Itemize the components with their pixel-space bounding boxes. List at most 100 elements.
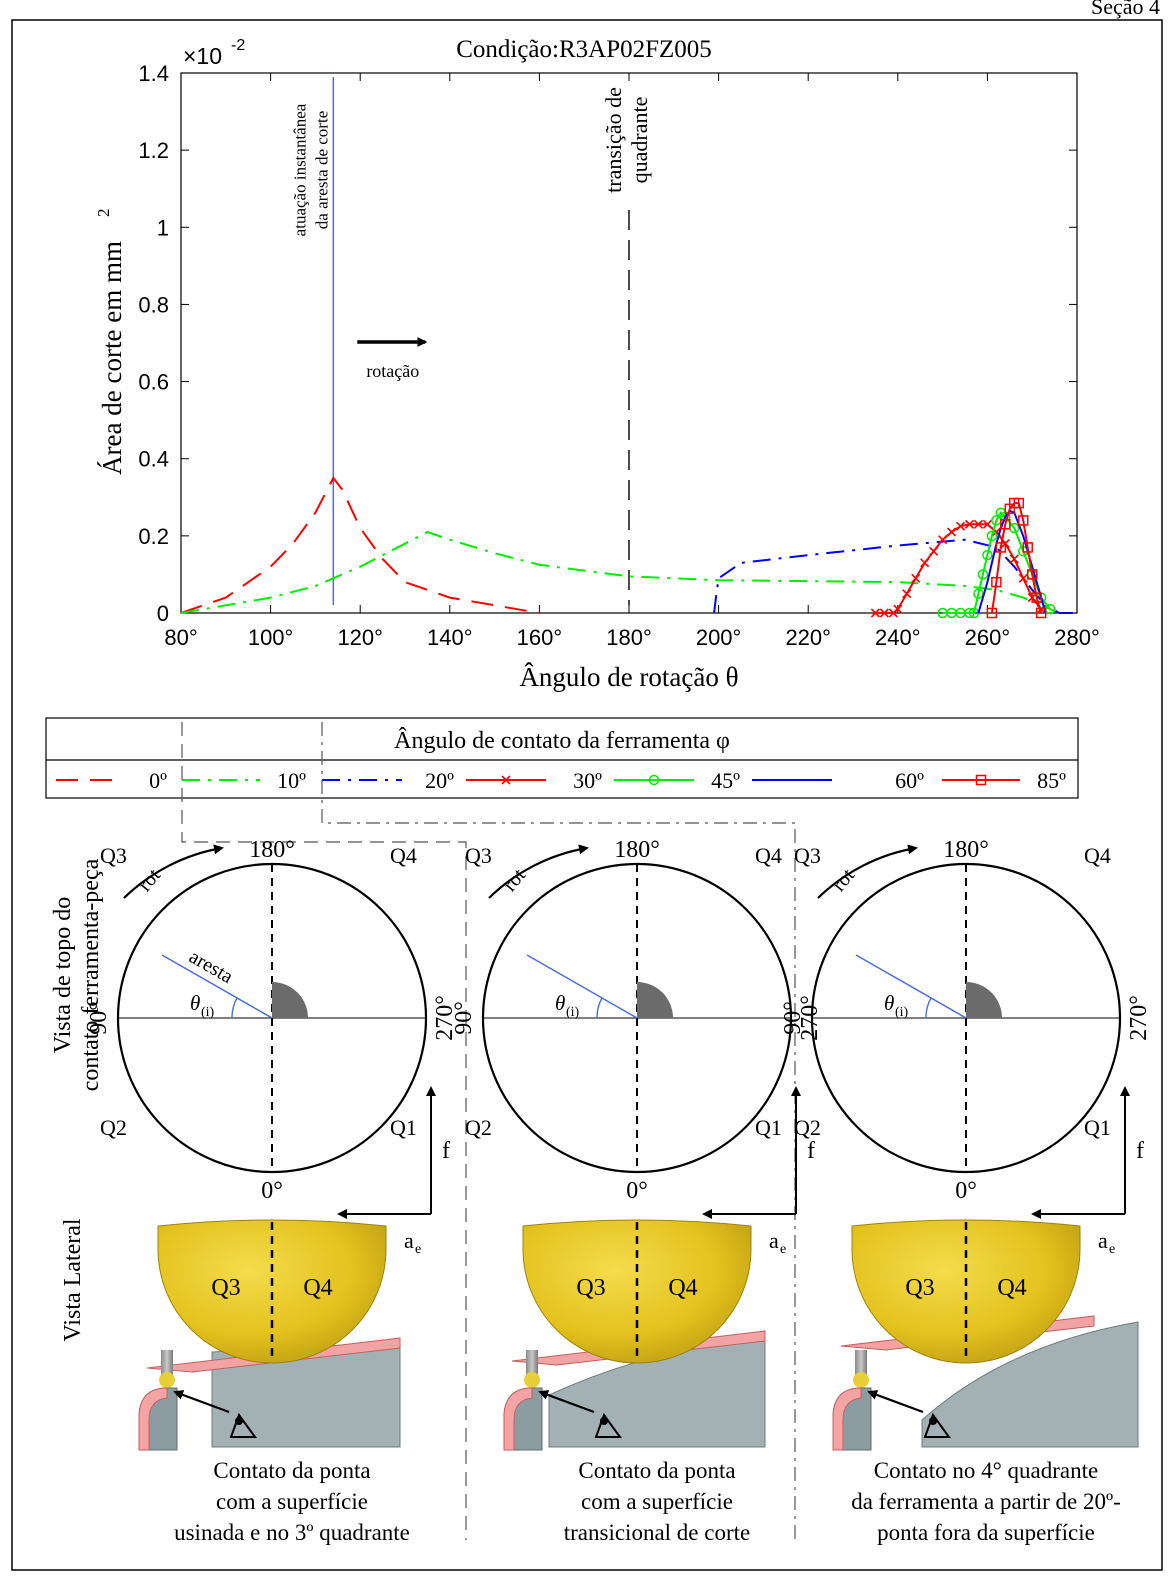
x-tick-label: 100° <box>248 625 294 650</box>
tool-ball <box>522 1219 752 1364</box>
quadrant-q4: Q4 <box>390 843 417 868</box>
theta-label-sub: (i) <box>895 1005 909 1020</box>
theta-arc <box>596 997 603 1019</box>
series-point <box>870 608 880 618</box>
series-point <box>946 527 957 537</box>
quadrant-line-label-line1: transição de <box>601 87 626 193</box>
feed-label: f <box>442 1138 450 1164</box>
legend-entry: 30º <box>466 768 602 793</box>
series-point <box>1022 542 1033 553</box>
x-tick-label: 80° <box>164 625 197 650</box>
series-line <box>942 511 1051 614</box>
side-label-q3: Q3 <box>211 1275 240 1301</box>
quadrant-q1: Q1 <box>1084 1115 1111 1140</box>
series-point <box>1035 607 1047 619</box>
edge-line-label-line2: da aresta de corte <box>312 111 331 229</box>
eye-icon-pupil <box>929 1417 937 1425</box>
feed-label: f <box>1136 1138 1144 1164</box>
series-point <box>995 542 1007 553</box>
view-arrow <box>173 1390 230 1414</box>
caption-line: com a superfície <box>216 1489 368 1514</box>
contact-wedge <box>966 982 1002 1018</box>
y-multiplier: ×10 -2 <box>183 37 245 69</box>
edge-line <box>855 954 967 1019</box>
legend: Ângulo de contato da ferramenta φ 0º 10º 2… <box>45 717 1079 799</box>
diagrams: Vista de topo do contato ferramenta-peça… <box>50 837 1152 1545</box>
side-label-q4: Q4 <box>997 1275 1026 1301</box>
row-label-top-line2: contato ferramenta-peça <box>78 858 104 1091</box>
quadrant-q3: Q3 <box>100 843 127 868</box>
series-2 <box>713 538 1077 614</box>
x-tick-label: 200° <box>696 625 742 650</box>
legend-entry: 20º <box>322 768 454 793</box>
workpiece-body <box>921 1321 1139 1448</box>
caption-line: Contato da ponta <box>213 1458 370 1483</box>
series-point <box>1031 592 1042 603</box>
series-point <box>1017 515 1029 526</box>
tool-tip <box>853 1372 869 1388</box>
legend-label: 45º <box>711 768 740 793</box>
legend-label: 10º <box>277 768 306 793</box>
angle-0: 0° <box>626 1178 648 1204</box>
series-point <box>986 530 998 542</box>
quadrant-q2: Q2 <box>465 1115 492 1140</box>
quadrant-q4: Q4 <box>1084 843 1111 868</box>
small-tool <box>503 1350 622 1451</box>
contact-wedge <box>272 982 308 1018</box>
edge-line-label: atuação instantânea da aresta de corte <box>290 103 331 236</box>
theta-label-sub: (i) <box>566 1005 580 1020</box>
series-point <box>929 546 939 556</box>
chart-title: Condição:R3AP02FZ005 <box>456 36 712 63</box>
angle-90: 90° <box>780 1001 806 1035</box>
tool-section-face <box>503 1387 533 1451</box>
series-point <box>1026 569 1038 580</box>
series-layer <box>180 476 1077 619</box>
x-axis-label: Ângulo de rotação θ <box>519 662 738 692</box>
eye-icon-shape <box>923 1412 951 1438</box>
legend-entries: 0º 10º 20º 30º 45º 60º 85º <box>56 768 1066 793</box>
y-tick-label: 1.2 <box>138 138 169 163</box>
y-tick-label: 1.4 <box>138 61 169 86</box>
row-label-top-line1: Vista de topo do <box>50 897 76 1054</box>
legend-entry: 10º <box>182 768 306 793</box>
angle-90-text: 90° <box>86 1001 112 1035</box>
series-point <box>1000 519 1011 530</box>
legend-swatch-marker <box>648 774 660 786</box>
side-label-q4: Q4 <box>303 1275 332 1301</box>
series-point <box>920 558 930 568</box>
legend-label: 20º <box>425 768 454 793</box>
series-point <box>1013 497 1025 509</box>
tool-shank <box>855 1350 867 1378</box>
series-point <box>911 573 921 583</box>
series-point <box>964 607 975 619</box>
legend-swatch-marker <box>975 774 987 786</box>
theta-arc <box>925 997 932 1019</box>
tool-section-face <box>138 1387 168 1451</box>
series-point <box>893 604 903 614</box>
connector-first <box>181 722 467 1540</box>
ae-label-sub: e <box>415 1242 421 1257</box>
view-arrow <box>538 1390 595 1414</box>
legend-entry: 85º <box>942 768 1066 793</box>
rotation-arc-arrow <box>123 844 224 899</box>
angle-270: 270° <box>1126 995 1152 1041</box>
figure-frame <box>11 19 1163 1571</box>
view-arrow <box>867 1390 924 1414</box>
series-point <box>879 608 889 618</box>
angle-180: 180° <box>943 837 989 863</box>
eye-icon-pupil <box>235 1417 243 1425</box>
tool-tip <box>524 1372 540 1388</box>
x-tick-label: 160° <box>517 625 563 650</box>
series-point <box>1009 554 1019 564</box>
series-point <box>902 589 912 599</box>
series-0 <box>180 476 540 614</box>
legend-entry: 0º <box>56 768 167 793</box>
side-label-q3: Q3 <box>905 1275 934 1301</box>
quadrant-line-label-line2: quadrante <box>627 97 652 184</box>
theta-label-text: θ <box>555 991 565 1015</box>
quadrant-q1: Q1 <box>390 1115 417 1140</box>
y-axis-label: Área de corte em mm 2 <box>94 209 127 475</box>
